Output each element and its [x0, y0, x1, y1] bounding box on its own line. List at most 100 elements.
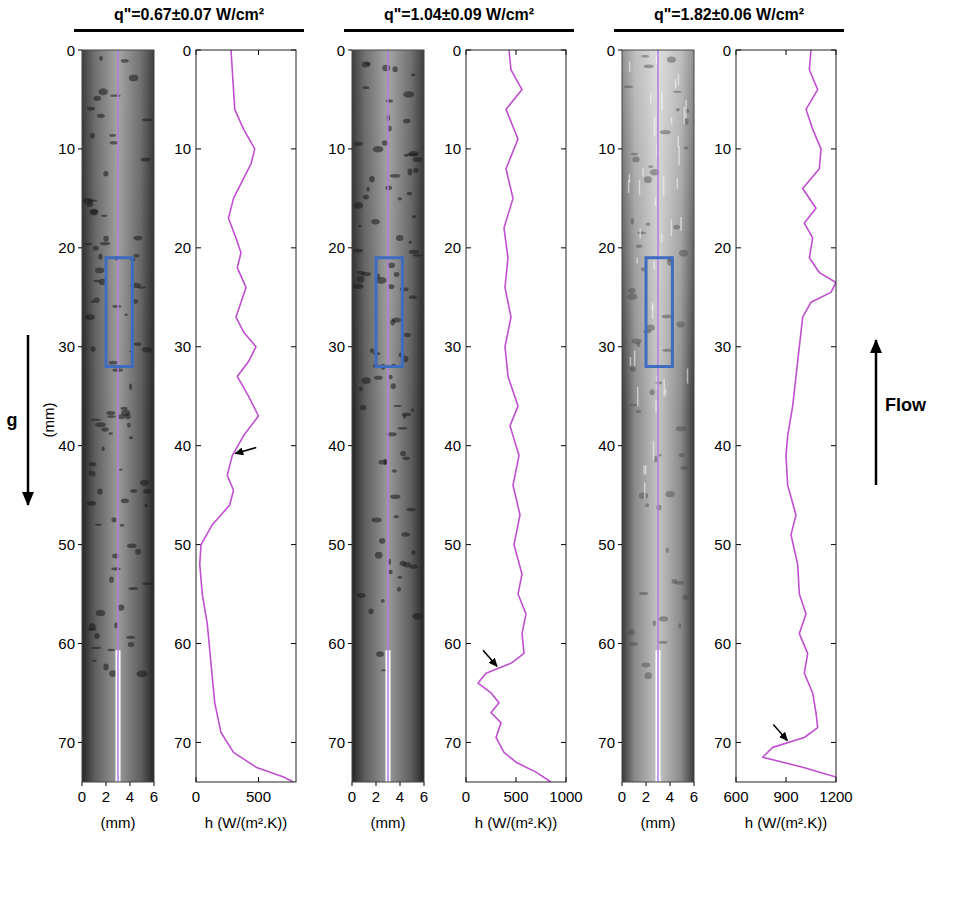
tick [154, 782, 155, 786]
tick [561, 643, 566, 644]
tick [348, 445, 352, 446]
tick-label: 20 [328, 239, 345, 256]
plot-area [196, 50, 296, 782]
streak [663, 379, 665, 397]
tick [291, 643, 296, 644]
bubble [87, 107, 95, 111]
tick [424, 782, 425, 786]
axis-title: (mm) [40, 403, 57, 438]
tick [670, 782, 671, 786]
tick [831, 148, 836, 149]
tick-label: 60 [598, 635, 615, 652]
bubble [103, 664, 108, 671]
bubble [363, 86, 370, 89]
tick [291, 346, 296, 347]
tick [466, 643, 471, 644]
tick-label: 50 [714, 536, 731, 553]
axis-title: (mm) [101, 814, 136, 831]
bubble [140, 480, 149, 486]
bubble [107, 649, 115, 652]
bubble [388, 262, 395, 268]
bubble [645, 503, 649, 507]
tick-label: 2 [642, 788, 650, 805]
bubble [386, 99, 393, 102]
tick-label: 70 [174, 734, 191, 751]
tick [78, 148, 82, 149]
bubble [403, 91, 414, 97]
bubble [97, 114, 105, 118]
bubble [684, 147, 689, 150]
tick-label: 900 [773, 788, 798, 805]
bubble [411, 74, 415, 77]
tick [618, 148, 622, 149]
bubble [92, 471, 95, 477]
tick-label: 60 [174, 635, 191, 652]
bubble [409, 295, 417, 299]
bubble [660, 130, 671, 134]
bubble [397, 587, 401, 592]
tick [831, 247, 836, 248]
streak [687, 368, 689, 383]
bubble [144, 504, 147, 508]
streak [655, 198, 657, 206]
bubble [412, 613, 423, 619]
annotation-arrow [773, 724, 787, 740]
bubble [97, 489, 102, 495]
bubble [85, 314, 95, 320]
tick-label: 500 [246, 788, 271, 805]
bubble [394, 272, 400, 277]
bubble [136, 671, 147, 678]
streak [634, 351, 636, 366]
bubble [375, 552, 383, 559]
tick-label: 0 [78, 788, 86, 805]
streak [653, 441, 655, 460]
tick [82, 782, 83, 786]
bubble [390, 174, 401, 178]
tick [831, 346, 836, 347]
bubble [627, 294, 637, 300]
axis-title: (mm) [371, 814, 406, 831]
bubble [639, 493, 648, 499]
bubble [356, 593, 365, 598]
photo-frame [352, 50, 424, 782]
bubble [680, 466, 688, 470]
highlight-box [376, 258, 402, 367]
tick [736, 346, 741, 347]
streak [650, 95, 652, 104]
bubble [403, 119, 411, 124]
plot-area [466, 50, 566, 782]
bubble [666, 547, 669, 553]
bubble [390, 495, 400, 500]
plot-marks [478, 50, 551, 782]
streak [678, 136, 680, 148]
tick [736, 445, 741, 446]
title-bar [344, 29, 574, 32]
bubble [368, 608, 373, 614]
bubble [85, 243, 93, 245]
bubble [409, 241, 412, 244]
bubble [110, 141, 118, 145]
bubble [121, 59, 129, 63]
bubble [101, 427, 108, 431]
streak [654, 117, 656, 135]
tick-label: 0 [348, 788, 356, 805]
tick [196, 742, 201, 743]
bubble [95, 524, 102, 526]
gravity-arrow [27, 335, 30, 505]
streak [644, 482, 646, 499]
tick [831, 643, 836, 644]
bubble [409, 250, 419, 254]
bubble [363, 195, 369, 200]
tick-label: 50 [328, 536, 345, 553]
tick-label: 40 [328, 437, 345, 454]
tick [78, 643, 82, 644]
tick [561, 346, 566, 347]
bubble [94, 633, 100, 639]
title-bar [74, 29, 304, 32]
bubble [127, 423, 131, 428]
bubble [134, 342, 142, 346]
streak [661, 93, 663, 111]
tick [348, 148, 352, 149]
tick-label: 30 [598, 338, 615, 355]
tick-label: 10 [328, 140, 345, 157]
